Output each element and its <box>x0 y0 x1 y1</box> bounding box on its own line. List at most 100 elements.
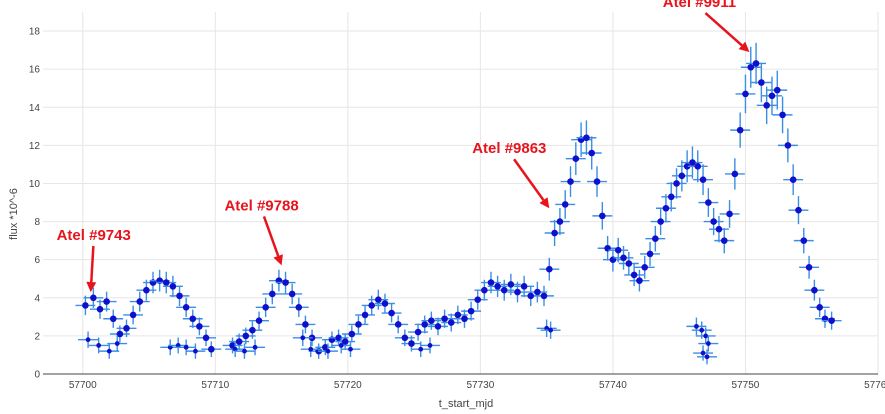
data-point[interactable] <box>678 172 686 180</box>
data-point[interactable] <box>689 159 696 166</box>
data-point[interactable] <box>514 288 521 296</box>
data-point[interactable] <box>487 279 495 286</box>
data-point[interactable] <box>196 323 203 330</box>
data-point[interactable] <box>527 292 535 300</box>
data-point[interactable] <box>715 225 723 233</box>
data-point[interactable] <box>123 324 130 332</box>
data-point[interactable] <box>408 340 415 347</box>
data-point[interactable] <box>106 348 112 354</box>
data-point[interactable] <box>520 283 528 290</box>
data-point[interactable] <box>593 178 601 185</box>
data-point[interactable] <box>242 348 247 354</box>
data-point[interactable] <box>673 180 680 187</box>
data-point[interactable] <box>494 283 501 290</box>
data-point[interactable] <box>779 111 786 119</box>
data-point[interactable] <box>694 323 699 329</box>
data-point[interactable] <box>109 315 117 323</box>
data-point[interactable] <box>103 298 110 305</box>
data-point[interactable] <box>335 334 342 342</box>
data-point[interactable] <box>461 315 468 323</box>
data-point[interactable] <box>636 277 643 284</box>
data-point[interactable] <box>752 60 760 67</box>
data-point[interactable] <box>381 300 389 307</box>
data-point[interactable] <box>421 321 429 328</box>
data-point[interactable] <box>703 333 709 339</box>
data-point[interactable] <box>700 350 706 356</box>
data-point[interactable] <box>556 218 564 225</box>
data-point[interactable] <box>828 317 835 324</box>
data-point[interactable] <box>662 204 670 212</box>
data-point[interactable] <box>474 296 482 303</box>
data-point[interactable] <box>232 346 238 352</box>
data-point[interactable] <box>114 341 120 346</box>
data-point[interactable] <box>368 302 375 309</box>
data-point[interactable] <box>434 323 442 330</box>
data-point[interactable] <box>355 321 362 328</box>
data-point[interactable] <box>736 126 744 134</box>
data-point[interactable] <box>414 328 422 336</box>
data-point[interactable] <box>183 344 189 350</box>
data-point[interactable] <box>235 338 243 345</box>
data-point[interactable] <box>546 265 553 273</box>
data-point[interactable] <box>816 304 823 311</box>
data-point[interactable] <box>90 294 97 302</box>
data-point[interactable] <box>720 237 728 244</box>
data-point[interactable] <box>768 92 776 100</box>
data-point[interactable] <box>428 317 435 324</box>
data-point[interactable] <box>731 170 739 178</box>
data-point[interactable] <box>683 163 691 170</box>
data-point[interactable] <box>427 343 433 348</box>
data-point[interactable] <box>726 210 733 218</box>
data-point[interactable] <box>348 346 353 352</box>
data-point[interactable] <box>500 286 508 294</box>
data-point[interactable] <box>646 250 654 258</box>
data-point[interactable] <box>800 237 808 244</box>
data-point[interactable] <box>454 311 462 319</box>
data-point[interactable] <box>116 330 124 338</box>
data-point[interactable] <box>657 218 664 225</box>
data-point[interactable] <box>129 311 137 319</box>
data-point[interactable] <box>548 327 554 333</box>
data-point[interactable] <box>758 79 765 86</box>
data-point[interactable] <box>441 315 448 323</box>
data-point[interactable] <box>361 311 369 319</box>
data-point[interactable] <box>82 302 89 309</box>
data-point[interactable] <box>162 279 170 286</box>
data-point[interactable] <box>176 292 183 300</box>
data-point[interactable] <box>784 142 792 149</box>
data-point[interactable] <box>763 102 770 109</box>
data-point[interactable] <box>193 348 198 354</box>
data-point[interactable] <box>202 334 210 342</box>
data-point[interactable] <box>742 90 749 98</box>
data-point[interactable] <box>747 63 755 71</box>
data-point[interactable] <box>418 346 424 352</box>
data-point[interactable] <box>252 344 258 350</box>
data-point[interactable] <box>242 332 250 340</box>
data-point[interactable] <box>341 338 349 345</box>
data-point[interactable] <box>620 254 627 262</box>
data-point[interactable] <box>96 305 104 313</box>
data-point[interactable] <box>789 176 797 183</box>
data-point[interactable] <box>189 315 197 323</box>
data-point[interactable] <box>268 290 276 298</box>
data-point[interactable] <box>401 334 409 342</box>
data-point[interactable] <box>795 206 802 214</box>
data-point[interactable] <box>169 283 177 290</box>
data-point[interactable] <box>507 281 515 288</box>
data-point[interactable] <box>704 354 710 360</box>
data-point[interactable] <box>544 325 550 331</box>
data-point[interactable] <box>630 271 638 279</box>
data-point[interactable] <box>699 327 705 333</box>
data-point[interactable] <box>175 343 181 348</box>
data-point[interactable] <box>551 229 558 237</box>
data-point[interactable] <box>540 292 548 300</box>
data-point[interactable] <box>588 149 596 157</box>
data-point[interactable] <box>811 286 818 294</box>
data-point[interactable] <box>288 290 296 298</box>
data-point[interactable] <box>308 346 314 352</box>
data-point[interactable] <box>143 286 150 294</box>
data-point[interactable] <box>338 343 344 348</box>
data-point[interactable] <box>282 279 289 286</box>
data-point[interactable] <box>652 235 659 243</box>
data-point[interactable] <box>375 296 382 303</box>
